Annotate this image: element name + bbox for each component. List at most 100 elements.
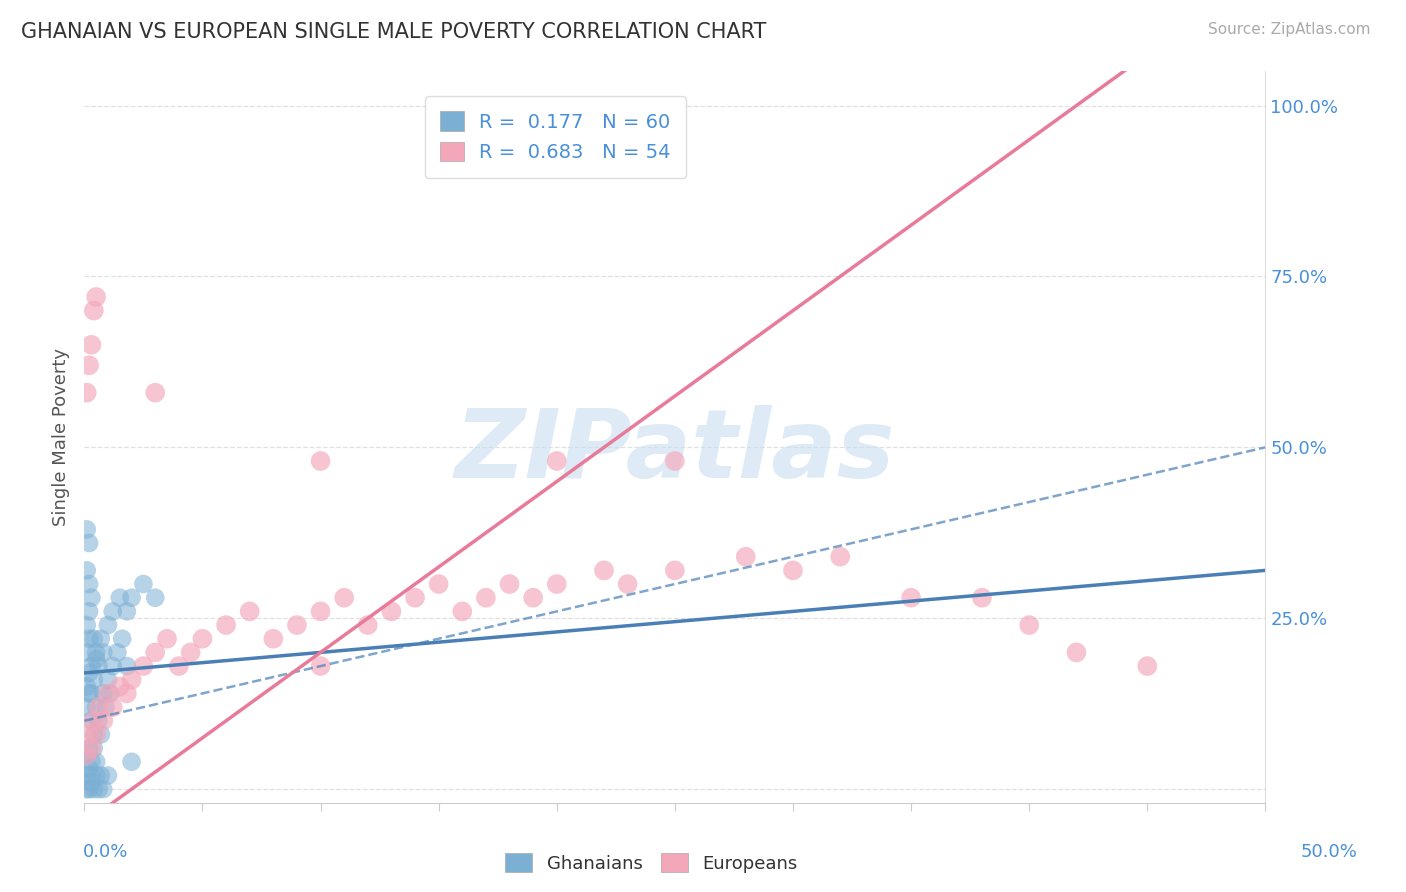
Point xyxy=(94,700,117,714)
Point xyxy=(239,604,262,618)
Point xyxy=(191,632,214,646)
Point xyxy=(115,686,138,700)
Point xyxy=(309,604,332,618)
Point xyxy=(664,563,686,577)
Point xyxy=(84,727,107,741)
Point xyxy=(87,714,110,728)
Point xyxy=(333,591,356,605)
Point xyxy=(84,700,107,714)
Point xyxy=(76,768,98,782)
Point xyxy=(380,604,402,618)
Point xyxy=(77,536,100,550)
Point xyxy=(76,680,98,694)
Point xyxy=(80,714,103,728)
Legend: Ghanaians, Europeans: Ghanaians, Europeans xyxy=(496,844,807,881)
Point xyxy=(121,755,143,769)
Text: 0.0%: 0.0% xyxy=(83,843,128,861)
Point xyxy=(108,591,131,605)
Text: ZIPatlas: ZIPatlas xyxy=(454,405,896,499)
Point xyxy=(1018,618,1040,632)
Point xyxy=(84,768,107,782)
Point xyxy=(108,680,131,694)
Point xyxy=(451,604,474,618)
Point xyxy=(546,577,568,591)
Point xyxy=(101,604,124,618)
Point xyxy=(285,618,308,632)
Point xyxy=(76,645,98,659)
Point xyxy=(77,782,100,797)
Point xyxy=(143,385,166,400)
Point xyxy=(1066,645,1088,659)
Point xyxy=(77,762,100,776)
Point xyxy=(80,741,103,756)
Point xyxy=(132,659,155,673)
Point xyxy=(84,652,107,666)
Point xyxy=(427,577,450,591)
Point xyxy=(309,659,332,673)
Point xyxy=(80,591,103,605)
Point xyxy=(616,577,638,591)
Point xyxy=(167,659,190,673)
Point xyxy=(97,768,120,782)
Point xyxy=(404,591,426,605)
Point xyxy=(115,659,138,673)
Point xyxy=(97,686,120,700)
Point xyxy=(98,686,121,700)
Point xyxy=(91,714,114,728)
Point xyxy=(77,604,100,618)
Point xyxy=(77,741,100,756)
Point xyxy=(76,563,98,577)
Point xyxy=(80,755,103,769)
Point xyxy=(84,645,107,659)
Point xyxy=(77,686,100,700)
Point xyxy=(143,645,166,659)
Point xyxy=(77,359,100,373)
Point xyxy=(76,618,98,632)
Y-axis label: Single Male Poverty: Single Male Poverty xyxy=(52,348,70,526)
Point xyxy=(101,659,124,673)
Point xyxy=(97,618,120,632)
Point xyxy=(83,714,105,728)
Point xyxy=(76,747,98,762)
Point xyxy=(77,727,100,741)
Point xyxy=(546,454,568,468)
Point xyxy=(76,747,98,762)
Point xyxy=(80,659,103,673)
Point xyxy=(80,768,103,782)
Point xyxy=(76,700,98,714)
Point xyxy=(91,782,114,797)
Point xyxy=(83,673,105,687)
Point xyxy=(90,727,112,741)
Point xyxy=(143,591,166,605)
Point xyxy=(84,755,107,769)
Point xyxy=(115,604,138,618)
Point xyxy=(830,549,852,564)
Point xyxy=(83,782,105,797)
Point xyxy=(77,632,100,646)
Text: Source: ZipAtlas.com: Source: ZipAtlas.com xyxy=(1208,22,1371,37)
Point xyxy=(90,632,112,646)
Point xyxy=(180,645,202,659)
Point xyxy=(76,782,98,797)
Text: 50.0%: 50.0% xyxy=(1301,843,1357,861)
Point xyxy=(83,303,105,318)
Point xyxy=(83,632,105,646)
Point xyxy=(1136,659,1159,673)
Point xyxy=(80,775,103,789)
Point xyxy=(357,618,380,632)
Point xyxy=(522,591,544,605)
Point xyxy=(475,591,498,605)
Point xyxy=(132,577,155,591)
Point xyxy=(101,700,124,714)
Point xyxy=(83,727,105,741)
Point xyxy=(734,549,756,564)
Point xyxy=(83,741,105,756)
Point xyxy=(664,454,686,468)
Point xyxy=(87,782,110,797)
Point xyxy=(87,700,110,714)
Point xyxy=(97,673,120,687)
Point xyxy=(77,577,100,591)
Point xyxy=(309,454,332,468)
Point xyxy=(77,665,100,680)
Text: GHANAIAN VS EUROPEAN SINGLE MALE POVERTY CORRELATION CHART: GHANAIAN VS EUROPEAN SINGLE MALE POVERTY… xyxy=(21,22,766,42)
